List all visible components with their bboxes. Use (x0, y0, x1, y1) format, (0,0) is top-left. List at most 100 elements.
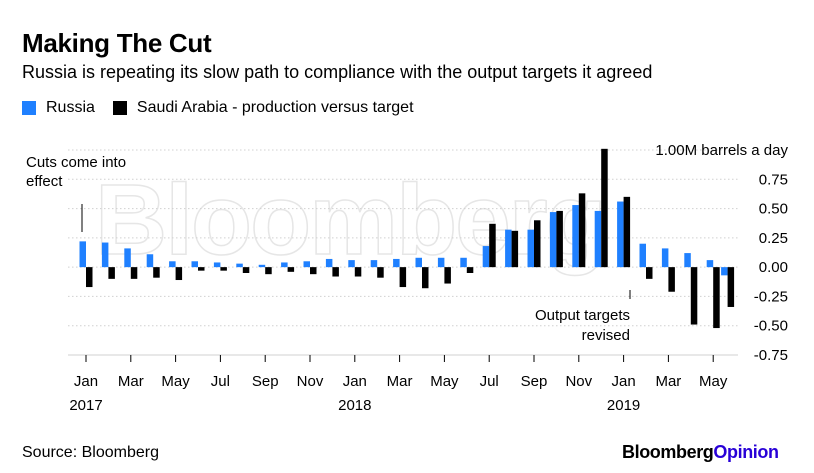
saudi-bar (153, 267, 160, 278)
y-tick-label: 0.25 (759, 230, 788, 247)
legend-item-russia: Russia (22, 99, 95, 117)
saudi-bar (601, 148, 608, 268)
saudi-bar (287, 267, 295, 272)
saudi-bar (377, 267, 384, 278)
x-tick-label: Jul (480, 373, 499, 390)
saudi-bar (175, 267, 183, 281)
x-tick-label: Jan (343, 373, 367, 390)
saudi-bar (727, 267, 735, 307)
y-tick-label: 1.00M barrels a day (655, 142, 788, 159)
russia-bar (505, 229, 512, 268)
russia-bar (213, 262, 221, 268)
y-tick-label: -0.25 (754, 288, 788, 305)
saudi-bar (713, 267, 720, 329)
brand-b: Opinion (713, 442, 779, 462)
russia-bar (527, 229, 534, 268)
y-tick-label: -0.50 (754, 318, 788, 335)
x-tick-label: May (699, 373, 728, 390)
russia-bar (437, 257, 445, 268)
saudi-bar (242, 267, 250, 273)
russia-bar (281, 262, 288, 268)
russia-bar (258, 264, 266, 268)
saudi-bar (646, 267, 653, 279)
russia-bar (661, 248, 669, 268)
russia-bar (572, 205, 579, 268)
russia-bar (721, 267, 728, 276)
brand-logo: BloombergOpinion (622, 442, 779, 463)
legend-label-saudi: Saudi Arabia - production versus target (136, 99, 414, 116)
saudi-bar (332, 267, 339, 277)
russia-bar (191, 261, 198, 268)
russia-bar (370, 260, 378, 268)
legend-item-saudi: Saudi Arabia - production versus target (112, 99, 414, 117)
russia-bar (124, 248, 131, 268)
russia-bar (303, 261, 310, 268)
russia-bar (482, 246, 490, 268)
russia-bar (639, 243, 646, 268)
russia-bar (79, 241, 86, 268)
x-tick-label: Sep (521, 373, 548, 390)
saudi-bar (578, 193, 586, 268)
saudi-bar (466, 267, 474, 273)
legend-label-russia: Russia (46, 99, 95, 116)
saudi-bar (444, 267, 451, 284)
x-tick-label: Mar (655, 373, 681, 390)
saudi-bar (310, 267, 317, 275)
x-tick-label: Mar (387, 373, 413, 390)
russia-bar (460, 257, 467, 268)
saudi-bar (130, 267, 138, 279)
russia-bar (549, 212, 557, 268)
russia-bar (415, 257, 422, 268)
russia-bar (594, 210, 602, 268)
x-tick-label: Jul (211, 373, 230, 390)
saudi-bar (690, 267, 698, 325)
annotation-cuts-line1: Cuts come into (26, 154, 126, 171)
x-tick-label: May (430, 373, 459, 390)
saudi-bar (198, 267, 205, 271)
x-tick-label: Jan (612, 373, 636, 390)
x-tick-label: Sep (252, 373, 279, 390)
saudi-bar (489, 223, 496, 268)
brand-a: Bloomberg (622, 442, 714, 462)
saudi-bar (86, 267, 93, 288)
x-year-label: 2019 (607, 397, 640, 414)
x-tick-label: Nov (565, 373, 592, 390)
legend: Russia Saudi Arabia - production versus … (22, 99, 432, 117)
russia-bar (617, 201, 624, 268)
saudi-bar (108, 267, 115, 279)
chart-title: Making The Cut (22, 28, 212, 58)
x-year-label: 2017 (69, 397, 102, 414)
saudi-bar (668, 267, 675, 292)
x-tick-label: Jan (74, 373, 98, 390)
russia-bar (101, 242, 109, 268)
saudi-bar (354, 267, 362, 277)
russia-bar (684, 253, 691, 268)
x-tick-label: May (161, 373, 190, 390)
russia-bar (325, 258, 333, 268)
russia-bar (169, 261, 176, 268)
saudi-bar (422, 267, 429, 289)
annotation-revised-line2: revised (582, 327, 630, 344)
saudi-bar (265, 267, 272, 275)
russia-bar (348, 260, 355, 268)
chart-subtitle: Russia is repeating its slow path to com… (22, 62, 653, 82)
russia-bar (393, 258, 400, 268)
y-tick-label: 0.00 (759, 259, 788, 276)
legend-swatch-saudi (112, 101, 127, 115)
saudi-bar (556, 210, 563, 268)
russia-bar (706, 260, 714, 268)
annotation-cuts-line2: effect (26, 173, 63, 190)
saudi-bar (399, 267, 407, 288)
x-tick-label: Mar (118, 373, 144, 390)
y-tick-label: 0.50 (759, 201, 788, 218)
saudi-bar (623, 196, 631, 268)
legend-swatch-russia (22, 101, 36, 115)
watermark: Bloomberg (94, 163, 607, 277)
saudi-bar (220, 267, 227, 271)
x-year-label: 2018 (338, 397, 371, 414)
x-tick-label: Nov (297, 373, 324, 390)
saudi-bar (511, 230, 519, 268)
annotation-revised-line1: Output targets (535, 307, 630, 324)
russia-bar (146, 254, 154, 268)
